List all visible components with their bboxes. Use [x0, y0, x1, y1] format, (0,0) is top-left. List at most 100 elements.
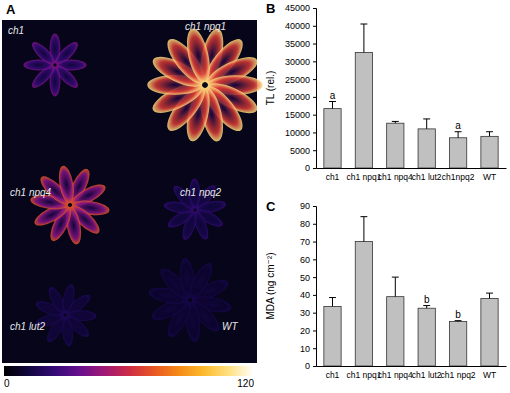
error-cap [392, 277, 399, 278]
tick-label: 40000 [285, 21, 310, 31]
y-axis-title: MDA (ng cm⁻²) [265, 253, 276, 320]
tick-mark [313, 150, 316, 151]
y-tick: 10000 [285, 128, 316, 138]
error-line [332, 298, 333, 307]
y-axis: 0102030405060708090 [300, 201, 317, 371]
error-cap [329, 101, 336, 102]
bar [324, 306, 341, 366]
tick-mark [313, 132, 316, 133]
error-cap [360, 216, 367, 217]
tick-mark [313, 330, 316, 331]
tick-label: 70 [300, 237, 310, 247]
bar [418, 129, 435, 168]
bar [355, 52, 372, 168]
tick-label: 40 [300, 290, 310, 300]
tick-label: ch1npq2 [442, 172, 475, 182]
error-line [395, 277, 396, 297]
tick-mark [313, 313, 316, 314]
error-line [489, 132, 490, 137]
error-bar [360, 217, 367, 242]
x-tick: ch1 npq1 [346, 168, 381, 182]
error-bar [329, 298, 336, 307]
tick-mark [313, 259, 316, 260]
y-tick: 10 [300, 344, 316, 354]
tick-mark [313, 206, 316, 207]
error-cap [486, 131, 493, 132]
error-line [363, 24, 364, 52]
significance-letter: b [455, 309, 461, 320]
error-cap [392, 121, 399, 122]
tick-label: 20 [300, 326, 310, 336]
y-tick: 15000 [285, 110, 316, 120]
y-tick: 20 [300, 326, 316, 336]
error-line [489, 293, 490, 298]
x-tick: ch1 npq1 [346, 366, 381, 380]
bar [481, 298, 498, 366]
y-tick: 50 [300, 272, 316, 282]
error-cap [423, 305, 430, 306]
y-tick: 20000 [285, 92, 316, 102]
axis-line [313, 9, 317, 169]
tick-mark [313, 79, 316, 80]
tick-mark [313, 366, 316, 367]
tick-label: WT [483, 370, 496, 380]
plant-glow [24, 26, 263, 346]
tick-label: ch1 npq1 [346, 172, 381, 182]
y-tick: 5000 [290, 146, 316, 156]
error-line [332, 102, 333, 109]
panel-title: A [6, 2, 16, 17]
x-tick: ch1 [326, 366, 340, 380]
tick-label: 10000 [285, 128, 310, 138]
tick-mark [313, 26, 316, 27]
tick-label: 35000 [285, 39, 310, 49]
tick-mark [313, 295, 316, 296]
x-tick: ch1 npq4 [378, 168, 413, 182]
error-bar [455, 320, 462, 322]
y-tick: 90 [300, 201, 316, 211]
y-tick: 0 [305, 163, 316, 173]
error-bar [455, 132, 462, 138]
colorbar-tick-label: 0 [4, 378, 10, 389]
y-axis-title: TL (rel.) [265, 71, 276, 106]
tick-mark [313, 8, 316, 9]
axis-line [313, 207, 317, 367]
error-bar [392, 277, 399, 297]
y-tick: 0 [305, 361, 316, 371]
tick-label: ch1 npq4 [378, 172, 413, 182]
genotype-label: WT [222, 321, 238, 332]
tick-label: 15000 [285, 110, 310, 120]
error-bar [486, 132, 493, 137]
y-axis: 0500010000150002000025000300003500040000… [285, 3, 317, 173]
x-tick: WT [483, 168, 496, 182]
tick-label: ch1 [326, 172, 340, 182]
y-tick: 80 [300, 219, 316, 229]
genotype-label: ch1 lut2 [10, 321, 45, 332]
panel-title: C [266, 199, 276, 214]
leaf [185, 260, 217, 302]
panel-title: B [266, 1, 275, 16]
error-line [426, 119, 427, 129]
tick-mark [313, 97, 316, 98]
bar [481, 136, 498, 168]
colorbar [4, 366, 254, 376]
bar [418, 308, 435, 366]
bar [324, 109, 341, 168]
y-tick: 35000 [285, 39, 316, 49]
tick-mark [313, 277, 316, 278]
error-cap [360, 24, 367, 25]
tick-mark [313, 168, 316, 169]
tick-label: 10 [300, 344, 310, 354]
plot-area [324, 217, 498, 366]
figure: Ach1ch1 npq1ch1 npq4ch1 npq2ch1 lut2WT01… [0, 0, 510, 393]
tick-mark [313, 44, 316, 45]
tick-label: 20000 [285, 92, 310, 102]
error-bar [392, 121, 399, 123]
bar [387, 297, 404, 366]
tick-label: 80 [300, 219, 310, 229]
tick-label: ch1 npq2 [441, 370, 476, 380]
tick-label: ch1 [326, 370, 340, 380]
error-bar [360, 24, 367, 52]
x-tick: ch1 lut2 [412, 366, 442, 380]
tick-label: 30 [300, 308, 310, 318]
leaf [56, 165, 76, 205]
